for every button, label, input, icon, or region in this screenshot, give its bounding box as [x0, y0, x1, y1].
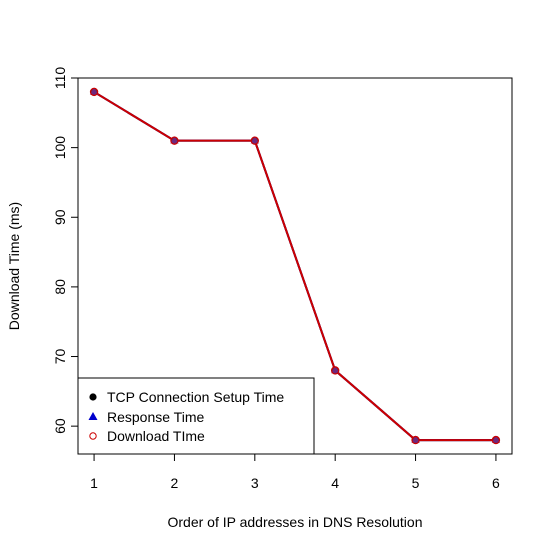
data-point: [491, 435, 501, 443]
data-point: [89, 87, 99, 95]
data-point: [250, 136, 260, 145]
data-point: [330, 365, 340, 374]
x-tick-label: 3: [251, 475, 259, 491]
x-tick-label: 5: [412, 475, 420, 491]
data-point: [491, 435, 501, 445]
y-tick-label: 80: [52, 279, 68, 295]
legend-marker-download: [89, 432, 97, 440]
x-tick-label: 6: [492, 475, 500, 491]
y-axis-label: Download Time (ms): [6, 202, 22, 330]
y-tick-label: 60: [52, 418, 68, 434]
x-axis: 1 2 3 4 5 6: [90, 454, 500, 491]
data-point: [411, 435, 420, 443]
legend-label-download: Download TIme: [107, 428, 205, 444]
x-tick-label: 4: [331, 475, 339, 491]
series-line-3: [93, 91, 496, 442]
x-tick-label: 2: [171, 475, 179, 491]
legend-label-tcp: TCP Connection Setup Time: [107, 389, 284, 405]
x-axis-label: Order of IP addresses in DNS Resolution: [168, 514, 423, 530]
data-point: [250, 136, 260, 144]
x-tick-label: 1: [90, 475, 98, 491]
legend-marker-response: [88, 412, 98, 420]
data-point: [330, 366, 340, 375]
data-point: [170, 136, 179, 144]
legend: TCP Connection Setup Time Response Time …: [77, 377, 315, 455]
y-axis: 60 70 80 90 100 110: [52, 67, 78, 434]
data-point: [170, 136, 179, 145]
y-tick-label: 90: [52, 209, 68, 225]
legend-label-response: Response Time: [107, 409, 204, 425]
data-point: [89, 87, 99, 97]
legend-box: [77, 377, 315, 455]
series-layer: [89, 87, 501, 445]
y-tick-label: 110: [52, 67, 68, 90]
data-point: [411, 435, 420, 445]
y-tick-label: 100: [52, 136, 68, 160]
y-tick-label: 70: [52, 349, 68, 365]
legend-marker-tcp: [89, 393, 97, 401]
